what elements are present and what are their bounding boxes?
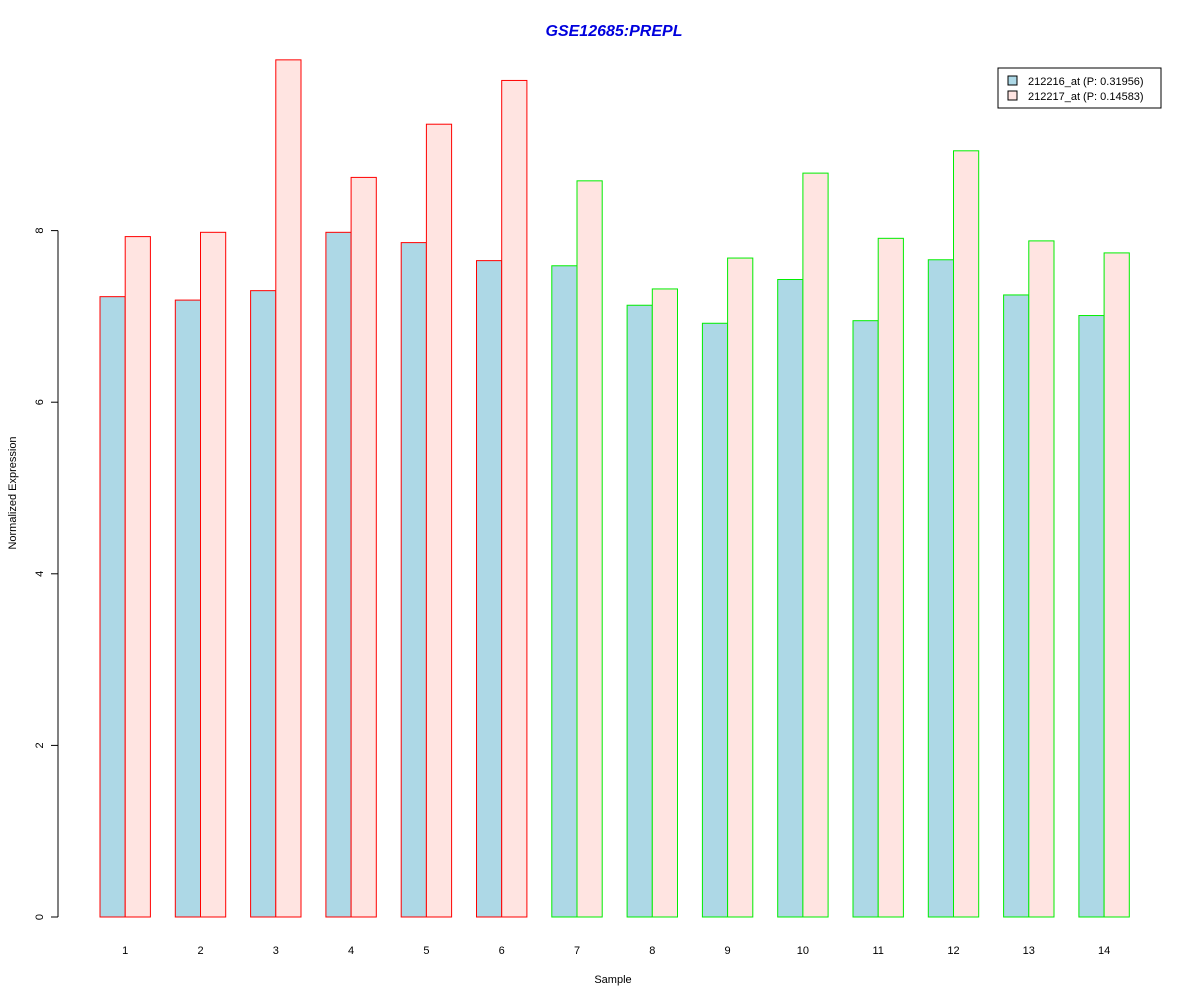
y-axis: 0 2 4 6 8 (34, 228, 59, 920)
bar-series-1-sample-9 (701, 322, 729, 918)
x-tick-label: 9 (725, 945, 731, 957)
bar-series-1-sample-1 (99, 296, 126, 918)
legend-swatch (1007, 75, 1018, 86)
bar-series-1-sample-10 (777, 279, 804, 918)
y-tick-label: 6 (34, 399, 46, 405)
bar-series-2-sample-13 (1028, 240, 1055, 918)
chart-title: GSE12685:PREPL (546, 23, 683, 40)
x-tick-label: 12 (947, 945, 959, 957)
x-tick-label: 10 (797, 945, 809, 957)
bar-series-2-sample-3 (275, 59, 302, 918)
bar-series-1-sample-2 (174, 299, 202, 918)
x-tick-label: 14 (1098, 945, 1110, 957)
bars-group (99, 59, 1130, 918)
legend-swatch (1007, 90, 1018, 101)
x-tick-label: 11 (872, 945, 883, 957)
bar-series-1-sample-13 (1003, 294, 1030, 918)
bar-series-2-sample-2 (200, 231, 227, 918)
bar-series-2-sample-9 (727, 257, 754, 918)
bar-series-2-sample-1 (124, 236, 151, 918)
x-tick-label: 3 (273, 945, 279, 957)
x-tick-label: 2 (197, 945, 203, 957)
bar-series-2-sample-11 (877, 237, 904, 918)
x-tick-label: 1 (122, 945, 128, 957)
bar-series-1-sample-7 (551, 265, 578, 918)
x-tick-label: 4 (348, 945, 354, 957)
bar-series-1-sample-11 (852, 320, 879, 918)
bar-series-1-sample-12 (927, 259, 954, 918)
legend-box (997, 67, 1162, 109)
bar-series-2-sample-4 (350, 176, 377, 918)
x-axis-label: Sample (594, 974, 631, 986)
bar-series-1-sample-6 (476, 260, 503, 918)
x-tick-label: 13 (1023, 945, 1035, 957)
x-tick-label: 7 (574, 945, 580, 957)
bar-series-2-sample-8 (651, 288, 678, 918)
bar-series-1-sample-4 (325, 231, 352, 918)
x-axis: 1 2 3 4 5 6 7 8 9 10 11 12 13 14 (122, 945, 1110, 957)
y-tick-label: 0 (34, 914, 46, 920)
bar-series-2-sample-6 (501, 79, 528, 918)
legend-label: 212216_at (P: 0.31956) (1028, 76, 1144, 88)
y-tick-label: 8 (34, 228, 46, 234)
y-tick-label: 2 (34, 742, 46, 748)
bar-series-2-sample-5 (425, 123, 453, 918)
bar-series-1-sample-14 (1078, 315, 1105, 918)
bar-series-1-sample-8 (626, 304, 653, 918)
legend: 212216_at (P: 0.31956) 212217_at (P: 0.14… (997, 67, 1162, 109)
bar-series-1-sample-5 (400, 242, 427, 918)
bar-series-2-sample-12 (953, 150, 980, 918)
x-tick-label: 5 (423, 945, 429, 957)
y-tick-label: 4 (34, 571, 46, 577)
bar-series-2-sample-10 (802, 172, 829, 918)
y-axis-label: Normalized Expression (7, 436, 19, 549)
bar-series-2-sample-14 (1103, 252, 1130, 918)
x-tick-label: 8 (649, 945, 655, 957)
bar-series-2-sample-7 (576, 180, 603, 918)
legend-label: 212217_at (P: 0.14583) (1028, 91, 1144, 103)
bar-series-1-sample-3 (250, 290, 277, 918)
x-tick-label: 6 (499, 945, 505, 957)
